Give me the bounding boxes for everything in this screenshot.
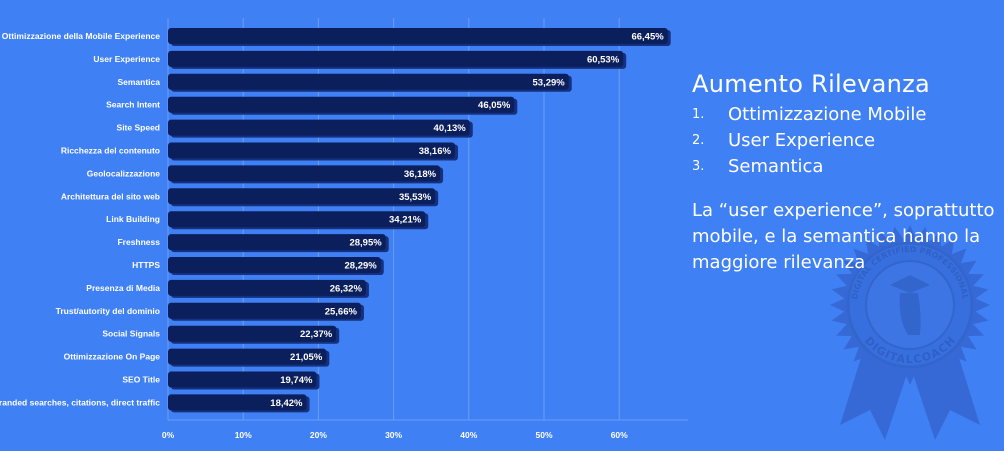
bar	[168, 302, 361, 319]
data-label: 19,74%	[280, 375, 313, 386]
data-label: 53,29%	[533, 77, 566, 88]
bar-chart: 0% 10% 20% 30% 40% 50% 60% Ottimizzazione della…	[0, 18, 688, 440]
category-label: Geolocalizzazione	[87, 168, 160, 178]
x-tick-label: 0%	[162, 430, 175, 440]
bar	[168, 188, 436, 205]
bar	[168, 348, 327, 365]
data-label: 34,21%	[389, 215, 422, 226]
category-label: Presenza di Media	[86, 283, 160, 293]
category-label: Link Building	[106, 214, 160, 224]
data-label: 60,53%	[587, 54, 620, 65]
bar	[168, 279, 366, 296]
data-label: 26,32%	[330, 283, 363, 294]
data-label: 22,37%	[300, 329, 333, 340]
bar	[168, 394, 307, 411]
badge-star-edge	[830, 225, 990, 385]
category-label: Semantica	[117, 77, 160, 87]
ranking-item: 3. Semantica	[692, 154, 1002, 180]
x-tick-label: 10%	[235, 430, 252, 440]
category-label: Ottimizzazione On Page	[64, 352, 161, 362]
data-label: 35,53%	[399, 192, 432, 203]
rank-label: Ottimizzazione Mobile	[728, 104, 927, 125]
rank-number: 1.	[692, 107, 705, 122]
bar	[168, 257, 381, 273]
category-label: HTTPS	[132, 260, 160, 270]
x-tick-label: 50%	[535, 430, 552, 440]
ranking-item: 1. Ottimizzazione Mobile	[692, 102, 1002, 128]
summary-panel: Aumento Rilevanza 1. Ottimizzazione Mobil…	[692, 70, 1002, 276]
bar	[168, 371, 317, 388]
category-label: User Experience	[93, 54, 160, 64]
data-label: 36,18%	[404, 169, 437, 180]
data-label: 46,05%	[478, 100, 511, 111]
data-label: 21,05%	[290, 352, 323, 363]
certification-badge-logo: DIGITAL CERTIFIED PROFESSIONAL DIGITALCO…	[830, 225, 990, 440]
category-label: Social Signals	[102, 329, 160, 339]
category-label: Freshness	[117, 237, 160, 247]
category-label: Trust/autority del dominio	[56, 306, 160, 316]
rank-number: 2.	[692, 133, 705, 148]
x-tick-label: 20%	[310, 430, 327, 440]
bar	[168, 50, 624, 67]
data-label: 28,29%	[345, 261, 378, 272]
data-label: 38,16%	[419, 146, 452, 157]
data-label: 18,42%	[270, 398, 303, 409]
data-label: 40,13%	[434, 123, 467, 134]
bar	[168, 96, 515, 113]
bar	[168, 142, 455, 159]
data-label: 28,95%	[349, 238, 382, 249]
category-label: Architettura del sito web	[61, 191, 160, 201]
rank-label: Semantica	[728, 156, 824, 177]
category-label: Site Speed	[117, 123, 160, 133]
bar	[168, 119, 470, 136]
bar	[168, 211, 426, 228]
category-label: Brand: branded searches, citations, dire…	[0, 397, 160, 407]
x-tick-label: 60%	[611, 430, 628, 440]
bar	[168, 325, 337, 342]
data-label: 25,66%	[325, 306, 358, 317]
bar	[168, 234, 386, 251]
data-label: 66,45%	[631, 32, 664, 43]
category-label: Search Intent	[106, 100, 160, 110]
x-tick-label: 30%	[385, 430, 402, 440]
x-tick-label: 40%	[460, 430, 477, 440]
category-label: Ricchezza del contenuto	[61, 146, 160, 156]
ranking-list: 1. Ottimizzazione Mobile 2. User Experienc…	[692, 102, 1002, 180]
rank-number: 3.	[692, 159, 705, 174]
rank-label: User Experience	[728, 130, 876, 151]
category-label: SEO Title	[122, 375, 160, 385]
bar	[168, 73, 569, 90]
category-label: Ottimizzazione della Mobile Experience	[2, 31, 161, 41]
bar	[168, 28, 668, 44]
summary-note: La “user experience”, soprattutto mobile…	[692, 200, 995, 273]
ranking-item: 2. User Experience	[692, 128, 1002, 154]
bar	[168, 165, 441, 182]
summary-title: Aumento Rilevanza	[692, 70, 931, 98]
